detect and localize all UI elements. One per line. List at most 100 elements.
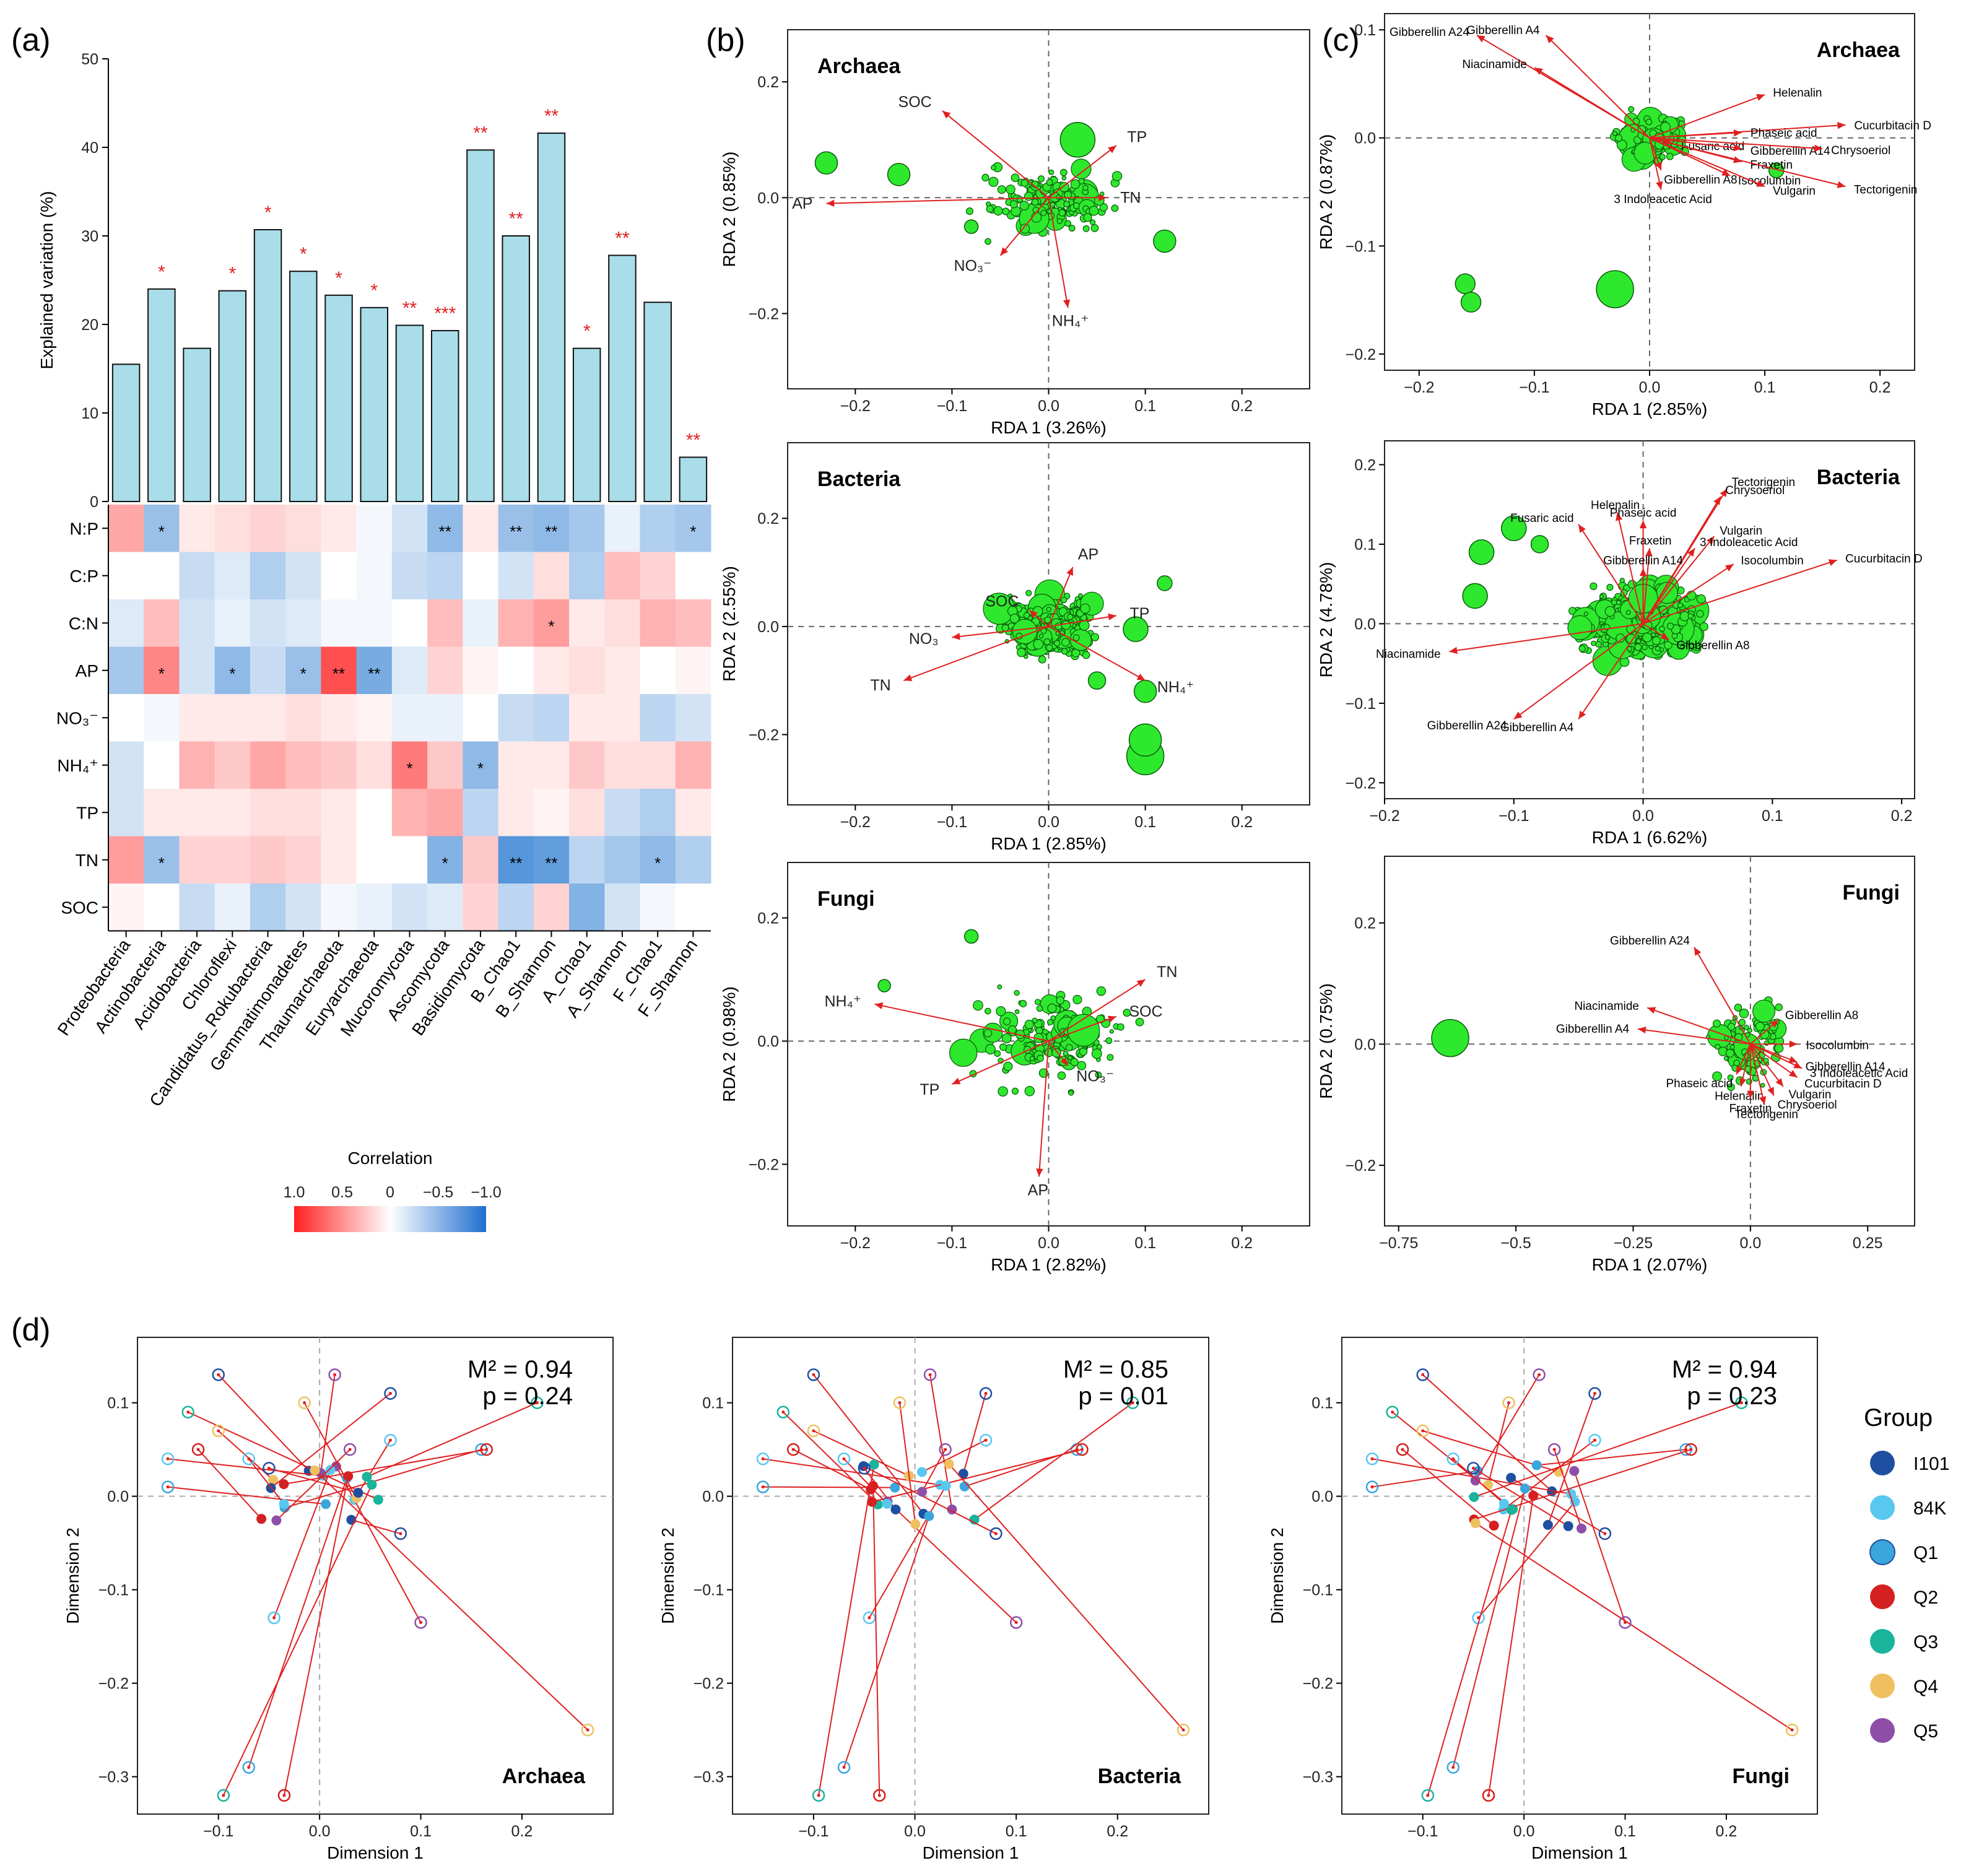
sample-point xyxy=(1011,173,1020,183)
sample-point xyxy=(1032,1017,1038,1023)
sample-point xyxy=(1046,644,1053,651)
procrustes-point-a-center xyxy=(791,1448,795,1451)
heat-cell xyxy=(498,694,534,742)
group-legend-label: 84K xyxy=(1913,1498,1946,1519)
procrustes-point-a-center xyxy=(1593,1438,1597,1442)
vector-arrowhead xyxy=(1534,67,1543,75)
procrustes-point-b xyxy=(1569,1466,1580,1476)
heat-cell xyxy=(356,741,393,789)
vector-label: Phaseic acid xyxy=(1610,506,1677,519)
procrustes-link xyxy=(284,1449,482,1509)
heat-cell xyxy=(214,836,251,884)
procrustes-point-a xyxy=(990,1527,1003,1540)
sample-point xyxy=(1089,219,1096,225)
plot-title: Fungi xyxy=(817,887,875,911)
vector-arrowhead xyxy=(1739,1078,1747,1087)
procrustes-link xyxy=(1402,1449,1495,1526)
sample-point xyxy=(1066,614,1074,620)
group-legend-label: I101 xyxy=(1913,1454,1949,1474)
heat-cell xyxy=(285,836,321,884)
procrustes-link xyxy=(1503,1440,1596,1510)
procrustes-point-a-center xyxy=(842,1766,846,1770)
vector-label: Phaseic acid xyxy=(1666,1077,1733,1090)
vector-label: Fraxetin xyxy=(1750,159,1793,172)
vector-label: NO₃⁻ xyxy=(954,258,991,275)
ytick-label: 0.1 xyxy=(1311,1395,1333,1412)
vector-Gibberellin A4 xyxy=(1578,623,1644,720)
sample-point xyxy=(997,984,1003,989)
heat-cell xyxy=(640,505,676,552)
heat-cell xyxy=(391,599,428,647)
procrustes-point-a xyxy=(979,1433,993,1447)
procrustes-point-b xyxy=(890,1504,901,1514)
sample-point xyxy=(1775,1003,1783,1012)
sample-point xyxy=(1019,1000,1027,1007)
sample-point xyxy=(1072,994,1082,1005)
procrustes-point-b xyxy=(1498,1498,1509,1509)
ytick-label: 0.0 xyxy=(1311,1488,1333,1506)
sample-point xyxy=(985,238,991,245)
sample-point-large xyxy=(814,151,838,175)
vector-arrowhead xyxy=(1639,520,1647,529)
procrustes-point-a-center xyxy=(389,1438,393,1442)
procrustes-point-a-center xyxy=(817,1794,820,1797)
bar-Acidobacteria xyxy=(183,347,211,502)
vector-arrowhead xyxy=(1713,496,1721,505)
procrustes-point-a-center xyxy=(1181,1728,1185,1732)
heat-cell xyxy=(463,599,499,647)
sample-point xyxy=(1009,614,1020,623)
procrustes-link xyxy=(1372,1470,1478,1488)
sample-point xyxy=(1687,613,1694,619)
procrustes-link xyxy=(762,1458,941,1486)
heat-cell xyxy=(427,884,463,931)
sample-point xyxy=(1760,1083,1765,1088)
xtick-label: 0.2 xyxy=(1231,397,1253,415)
bar-F_Chao1 xyxy=(643,302,672,502)
xtick-label: 0.1 xyxy=(1754,379,1776,396)
plot-title: Archaea xyxy=(817,54,901,78)
sample-point xyxy=(990,165,996,171)
ytick-label: −0.1 xyxy=(694,1582,724,1599)
xtick-label: 0.0 xyxy=(1632,807,1654,825)
heat-row-label: TN xyxy=(76,851,98,870)
procrustes-point-b xyxy=(279,1479,289,1490)
rda-archaea-metab: −0.2 −0.1 0.0 0.1 0.2 −0.2 −0.1 0.0 0.1 RDA 1 (2.… xyxy=(1316,13,1931,419)
sample-point xyxy=(981,173,990,182)
ytick-label: 0.2 xyxy=(757,510,779,528)
procrustes-point-b xyxy=(944,1459,954,1469)
procrustes-link xyxy=(1547,1393,1596,1526)
sample-point xyxy=(1774,1043,1784,1053)
sample-point xyxy=(1078,178,1085,185)
heat-cell xyxy=(640,884,676,931)
procrustes-point-a xyxy=(1533,1368,1546,1381)
vector-arrowhead xyxy=(1789,1040,1798,1048)
procrustes-link xyxy=(276,1449,350,1521)
vector-label: Chrysoeriol xyxy=(1831,144,1890,157)
procrustes-point-b xyxy=(958,1469,968,1479)
vector-label: Niacinamide xyxy=(1462,58,1527,71)
sample-point xyxy=(1628,106,1635,113)
procrustes-point-a-center xyxy=(781,1410,785,1414)
vector-label: Niacinamide xyxy=(1376,648,1441,661)
procrustes-point-a-center xyxy=(419,1620,423,1624)
sample-point xyxy=(1031,198,1039,206)
vector-Chrysoeriol xyxy=(1649,137,1823,150)
ytick-label: 0.1 xyxy=(702,1395,724,1412)
procrustes-point-a-center xyxy=(247,1766,251,1770)
vector-arrowhead xyxy=(1616,512,1623,521)
procrustes-link xyxy=(813,1374,924,1514)
heat-cell xyxy=(108,505,144,552)
sample-point xyxy=(1068,225,1076,232)
procrustes-link xyxy=(921,1440,986,1473)
heat-cell xyxy=(427,741,463,789)
heat-cell xyxy=(321,884,357,931)
bar-y-label: Explained variation (%) xyxy=(37,191,56,370)
procrustes-point-a-center xyxy=(1451,1766,1455,1770)
heat-significance: ** xyxy=(510,854,522,872)
sample-point xyxy=(1655,646,1661,652)
procrustes-point-b xyxy=(367,1479,377,1490)
procrustes-point-a-center xyxy=(586,1728,589,1732)
sample-point xyxy=(1051,1048,1061,1058)
heat-cell xyxy=(427,552,463,600)
vector-Helenalin xyxy=(1649,93,1765,139)
